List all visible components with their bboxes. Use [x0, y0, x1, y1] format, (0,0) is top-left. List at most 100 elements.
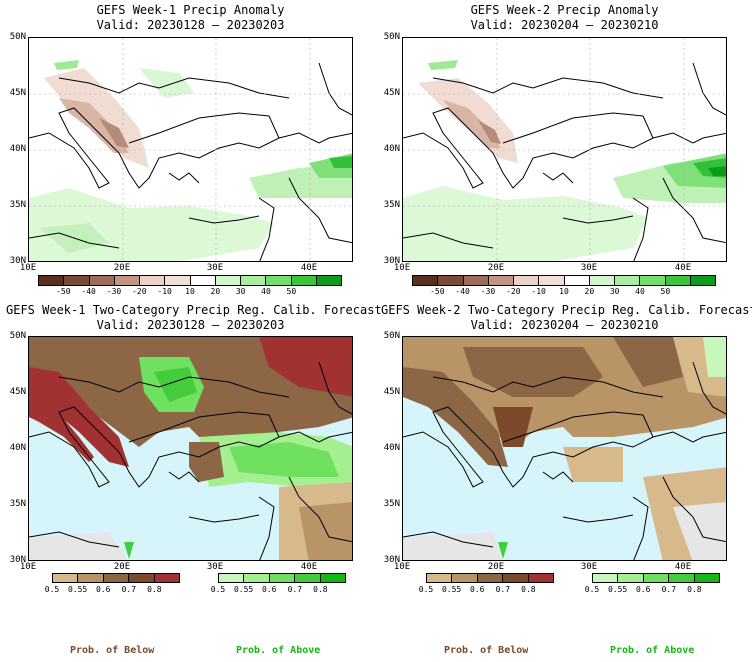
prob-above-colorbar-left — [218, 573, 346, 583]
tl-lon-30e: 30E — [206, 263, 224, 273]
map-week2-two-category — [402, 336, 727, 561]
anomaly-colorbar-swatch — [665, 276, 691, 285]
br-lon-40e: 40E — [674, 562, 692, 572]
colorbar-tick-label: 0.5 — [44, 585, 60, 594]
br-lon-30e: 30E — [580, 562, 598, 572]
colorbar-tick-label: 0.8 — [313, 585, 328, 594]
colorbar-tick-label: -50 — [430, 287, 445, 296]
anomaly-colorbar-left — [38, 275, 342, 286]
colorbar-tick-label: 0.6 — [261, 585, 277, 594]
anomaly-colorbar-swatch — [514, 276, 540, 285]
prob-below-colorbar-left — [52, 573, 180, 583]
colorbar-tick-label: -40 — [81, 287, 96, 296]
prob-below-colorbar-swatch — [53, 574, 79, 582]
prob-below-label-left: Prob. of Below — [70, 645, 155, 656]
colorbar-tick-label: 0.8 — [521, 585, 536, 594]
anomaly-colorbar-swatch — [690, 276, 715, 285]
bl-lat-50n: 50N — [9, 331, 26, 341]
anomaly-colorbar-swatch — [215, 276, 241, 285]
colorbar-tick-label: 0.8 — [147, 585, 162, 594]
colorbar-tick-label: 40 — [261, 287, 271, 296]
prob-below-label-right: Prob. of Below — [444, 645, 529, 656]
bl-lon-40e: 40E — [300, 562, 318, 572]
anomaly-colorbar-swatch — [190, 276, 216, 285]
br-lat-35n: 35N — [383, 499, 400, 509]
tl-lat-30n: 30N — [9, 256, 26, 266]
colorbar-tick-label: 10 — [559, 287, 569, 296]
colorbar-tick-label: 0.7 — [287, 585, 303, 594]
prob-below-colorbar-swatch — [103, 574, 130, 582]
prob-below-colorbar-swatch — [78, 574, 104, 582]
anomaly-colorbar-swatch — [316, 276, 341, 285]
colorbar-tick-label: 0.6 — [635, 585, 651, 594]
prob-below-colorbar-swatch — [154, 574, 180, 582]
bl-lat-45n: 45N — [9, 387, 26, 397]
colorbar-tick-label: 0.5 — [584, 585, 600, 594]
prob-above-colorbar-swatch — [320, 574, 346, 582]
colorbar-tick-label: -40 — [455, 287, 470, 296]
anomaly-colorbar-swatch — [64, 276, 90, 285]
bl-lat-30n: 30N — [9, 555, 26, 565]
map-week2-two-category-svg — [403, 337, 726, 560]
tr-lon-40e: 40E — [674, 263, 692, 273]
prob-below-colorbar-swatch — [528, 574, 554, 582]
colorbar-tick-label: -20 — [132, 287, 147, 296]
br-lat-50n: 50N — [383, 331, 400, 341]
map-week2-anomaly-svg — [403, 38, 726, 261]
tl-lat-50n: 50N — [9, 32, 26, 42]
prob-below-colorbar-swatch — [129, 574, 155, 582]
tr-lat-35n: 35N — [383, 200, 400, 210]
panel-bl-valid: Valid: 20230128 – 20230203 — [96, 318, 285, 332]
tl-lon-40e: 40E — [300, 263, 318, 273]
tl-lon-10e: 10E — [19, 263, 37, 273]
prob-below-colorbar-swatch — [477, 574, 504, 582]
tl-lat-35n: 35N — [9, 200, 26, 210]
bl-lat-35n: 35N — [9, 499, 26, 509]
panel-bl-title: GEFS Week-1 Two-Category Precip Reg. Cal… — [6, 303, 382, 317]
prob-above-colorbar-swatch — [694, 574, 720, 582]
anomaly-colorbar-swatch — [140, 276, 166, 285]
prob-above-colorbar-swatch — [643, 574, 670, 582]
colorbar-tick-label: 50 — [660, 287, 671, 296]
prob-above-colorbar-swatch — [593, 574, 619, 582]
anomaly-colorbar-swatch — [463, 276, 489, 285]
anomaly-colorbar-swatch — [488, 276, 514, 285]
prob-below-colorbar-swatch — [452, 574, 478, 582]
colorbar-tick-label: 0.55 — [233, 585, 254, 594]
prob-below-colorbar-right — [426, 573, 554, 583]
anomaly-colorbar-right — [412, 275, 716, 286]
prob-above-colorbar-swatch — [244, 574, 270, 582]
anomaly-colorbar-swatch — [615, 276, 641, 285]
colorbar-tick-label: -10 — [531, 287, 546, 296]
panel-br-valid: Valid: 20230204 – 20230210 — [470, 318, 659, 332]
map-week1-two-category — [28, 336, 353, 561]
colorbar-tick-label: -10 — [157, 287, 172, 296]
anomaly-colorbar-swatch — [413, 276, 439, 285]
br-lat-45n: 45N — [383, 387, 400, 397]
prob-above-colorbar-swatch — [295, 574, 321, 582]
anomaly-colorbar-swatch — [539, 276, 565, 285]
tr-lat-50n: 50N — [383, 32, 400, 42]
prob-above-colorbar-swatch — [618, 574, 644, 582]
anomaly-colorbar-swatch — [640, 276, 666, 285]
prob-above-colorbar-right — [592, 573, 720, 583]
colorbar-tick-label: 0.7 — [121, 585, 137, 594]
tr-lat-30n: 30N — [383, 256, 400, 266]
colorbar-tick-label: -30 — [480, 287, 496, 296]
tr-lon-10e: 10E — [393, 263, 411, 273]
panel-tr-title: GEFS Week-2 Precip Anomaly — [470, 3, 659, 17]
colorbar-tick-label: 30 — [235, 287, 246, 296]
colorbar-tick-label: 0.7 — [661, 585, 677, 594]
br-lon-20e: 20E — [487, 562, 505, 572]
prob-below-colorbar-swatch — [503, 574, 529, 582]
anomaly-colorbar-swatch — [564, 276, 590, 285]
tl-lat-45n: 45N — [9, 88, 26, 98]
bl-lon-20e: 20E — [113, 562, 131, 572]
panel-tl-title: GEFS Week-1 Precip Anomaly — [96, 3, 285, 17]
tr-lat-40n: 40N — [383, 144, 400, 154]
prob-above-colorbar-swatch — [219, 574, 245, 582]
anomaly-colorbar-swatch — [291, 276, 317, 285]
colorbar-tick-label: 40 — [635, 287, 645, 296]
prob-above-label-left: Prob. of Above — [236, 645, 321, 656]
panel-br-title: GEFS Week-2 Two-Category Precip Reg. Cal… — [381, 303, 752, 317]
